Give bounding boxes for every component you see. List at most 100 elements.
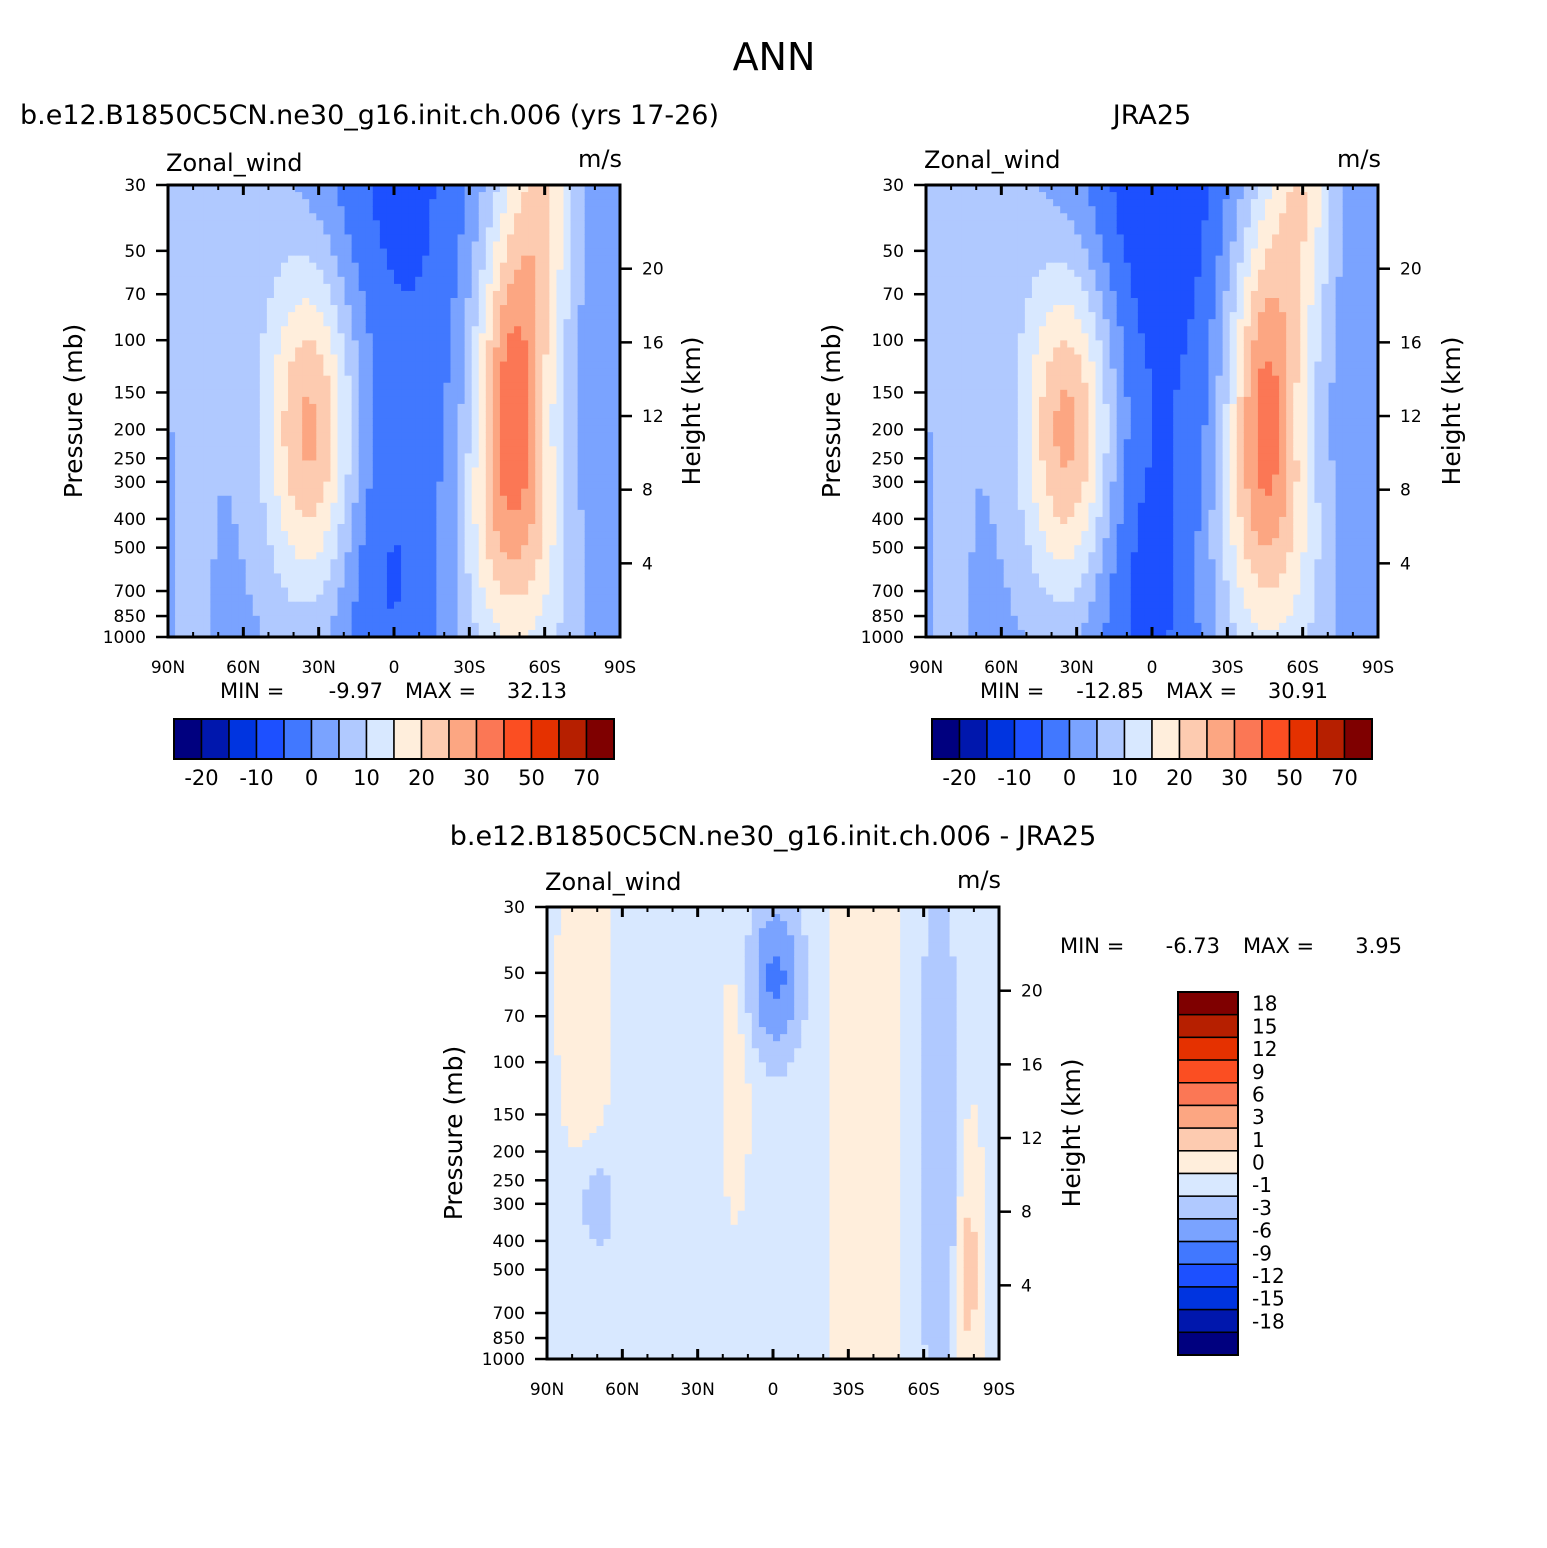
contour-cell [380, 397, 388, 405]
contour-cell [408, 291, 416, 299]
contour-cell [210, 213, 218, 221]
contour-cell [203, 602, 211, 610]
contour-cell [549, 460, 557, 468]
contour-cell [947, 496, 955, 504]
contour-cell [359, 489, 367, 497]
contour-cell [288, 623, 296, 631]
contour-cell [465, 404, 473, 412]
contour-cell [196, 468, 204, 476]
contour-cell [373, 284, 381, 292]
contour-cell [585, 602, 593, 610]
contour-cell [429, 460, 437, 468]
contour-cell [528, 298, 536, 306]
contour-cell [479, 602, 487, 610]
contour-cell [556, 284, 564, 292]
contour-cell [521, 256, 529, 264]
contour-cell [302, 482, 310, 490]
colorbar-swatch [504, 719, 532, 759]
contour-cell [182, 277, 190, 285]
contour-cell [571, 347, 579, 355]
contour-cell [217, 206, 225, 214]
contour-cell [260, 489, 268, 497]
contour-cell [507, 581, 515, 589]
contour-cell [373, 609, 381, 617]
contour-cell [175, 432, 183, 440]
contour-cell [232, 439, 240, 447]
contour-cell [436, 291, 444, 299]
contour-cell [352, 460, 360, 468]
contour-cell [189, 517, 197, 525]
contour-cell [267, 213, 275, 221]
contour-cell [585, 566, 593, 574]
contour-cell [975, 270, 983, 278]
contour-cell [345, 411, 353, 419]
contour-cell [429, 397, 437, 405]
contour-cell [302, 249, 310, 257]
contour-cell [408, 475, 416, 483]
contour-cell [990, 333, 998, 341]
contour-cell [486, 270, 494, 278]
contour-cell [394, 616, 402, 624]
contour-cell [323, 326, 331, 334]
contour-cell [338, 524, 346, 532]
contour-cell [458, 573, 466, 581]
contour-cell [267, 425, 275, 433]
contour-cell [472, 602, 480, 610]
contour-cell [983, 460, 991, 468]
contour-cell [472, 369, 480, 377]
contour-cell [458, 623, 466, 631]
contour-cell [479, 291, 487, 299]
contour-cell [373, 390, 381, 398]
contour-cell [990, 319, 998, 327]
contour-cell [345, 595, 353, 603]
contour-cell [281, 482, 289, 490]
contour-cell [585, 347, 593, 355]
contour-cell [394, 376, 402, 384]
contour-cell [316, 369, 324, 377]
contour-cell [592, 256, 600, 264]
x-tick-label: 60N [226, 658, 260, 678]
contour-cell [203, 404, 211, 412]
contour-cell [330, 369, 338, 377]
contour-cell [556, 340, 564, 348]
contour-cell [210, 355, 218, 363]
contour-cell [975, 234, 983, 242]
contour-cell [535, 482, 543, 490]
contour-cell [507, 390, 515, 398]
contour-cell [465, 369, 473, 377]
contour-cell [203, 270, 211, 278]
contour-cell [373, 404, 381, 412]
contour-cell [295, 573, 303, 581]
contour-cell [990, 439, 998, 447]
contour-cell [380, 418, 388, 426]
contour-cell [253, 475, 261, 483]
contour-cell [302, 453, 310, 461]
contour-cell [316, 524, 324, 532]
contour-cell [352, 340, 360, 348]
contour-cell [983, 573, 991, 581]
contour-cell [940, 602, 948, 610]
contour-cell [528, 376, 536, 384]
contour-cell [514, 383, 522, 391]
contour-cell [954, 390, 962, 398]
contour-cell [578, 609, 586, 617]
contour-cell [500, 355, 508, 363]
contour-cell [281, 552, 289, 560]
contour-cell [997, 446, 1005, 454]
contour-cell [401, 206, 409, 214]
contour-cell [323, 340, 331, 348]
contour-cell [947, 482, 955, 490]
contour-cell [422, 284, 430, 292]
contour-cell [975, 552, 983, 560]
contour-cell [217, 475, 225, 483]
contour-cell [933, 559, 941, 567]
contour-cell [260, 234, 268, 242]
contour-cell [429, 355, 437, 363]
contour-cell [465, 453, 473, 461]
contour-cell [182, 206, 190, 214]
contour-cell [429, 369, 437, 377]
contour-cell [535, 383, 543, 391]
contour-cell [189, 326, 197, 334]
contour-cell [954, 595, 962, 603]
contour-cell [472, 249, 480, 257]
